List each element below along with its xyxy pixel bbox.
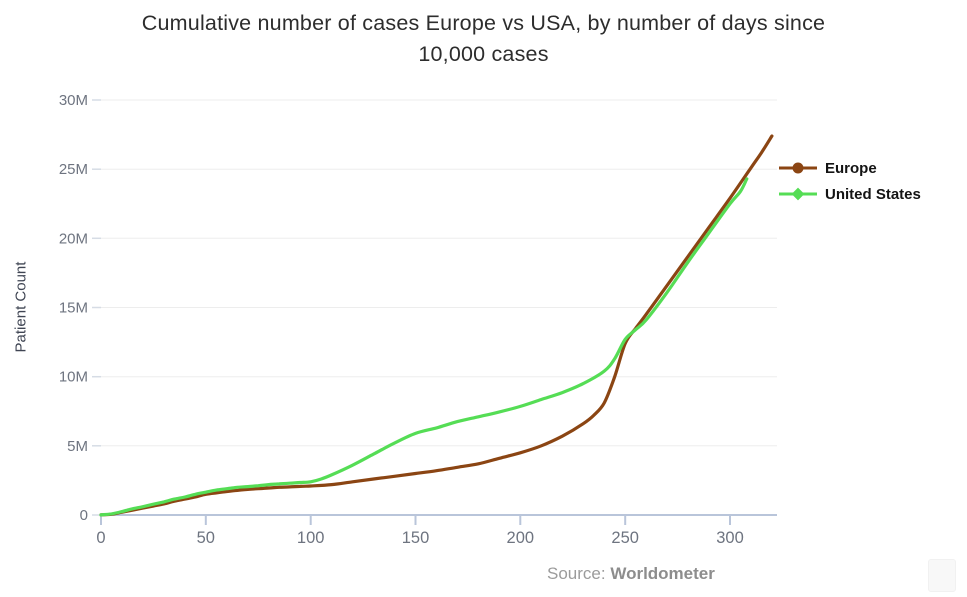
legend-circle-marker-icon	[779, 162, 817, 174]
y-tick-label: 20M	[59, 230, 88, 247]
x-tick-label: 0	[96, 529, 105, 547]
y-tick-label: 30M	[59, 92, 88, 109]
legend-label: Europe	[825, 159, 877, 177]
legend-item-united-states[interactable]: United States	[779, 181, 921, 207]
chart-title: Cumulative number of cases Europe vs USA…	[0, 8, 967, 70]
source-note: Source: Worldometer	[547, 564, 715, 584]
chart-title-line2: 10,000 cases	[418, 42, 549, 66]
legend-item-europe[interactable]: Europe	[779, 155, 921, 181]
y-tick-label: 5M	[67, 438, 88, 455]
legend-label: United States	[825, 185, 921, 203]
chart-title-line1: Cumulative number of cases Europe vs USA…	[141, 11, 826, 35]
legend-diamond-marker-icon	[779, 187, 817, 201]
y-tick-label: 10M	[59, 369, 88, 386]
x-tick-label: 200	[507, 529, 535, 547]
source-prefix: Source:	[547, 564, 606, 583]
x-tick-label: 50	[197, 529, 215, 547]
source-name: Worldometer	[610, 564, 715, 583]
series-line-united-states[interactable]	[99, 177, 749, 517]
series-line-europe[interactable]	[99, 134, 774, 517]
x-tick-label: 250	[611, 529, 639, 547]
y-tick-label: 0	[80, 507, 88, 524]
x-tick-label: 300	[716, 529, 744, 547]
watermark[interactable]	[928, 559, 956, 592]
legend: Europe United States	[779, 155, 921, 207]
y-tick-label: 15M	[59, 300, 88, 317]
x-tick-label: 100	[297, 529, 325, 547]
x-tick-label: 150	[402, 529, 430, 547]
y-tick-label: 25M	[59, 161, 88, 178]
